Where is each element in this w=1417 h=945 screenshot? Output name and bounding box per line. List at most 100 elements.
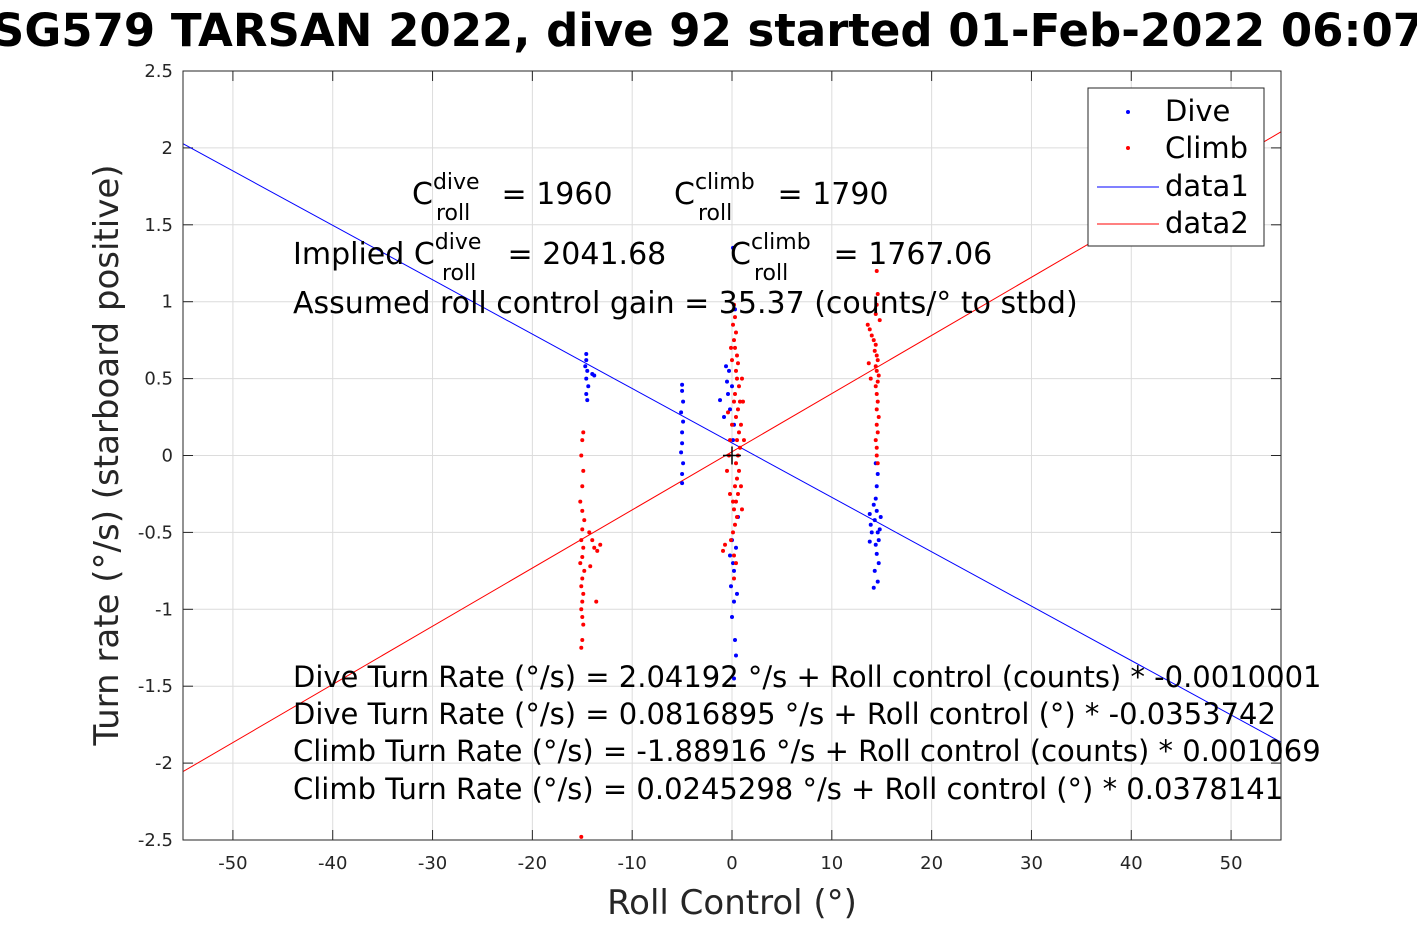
climb-point [581,545,586,550]
climb-point [741,438,746,443]
climb-point [579,834,584,839]
climb-point [731,399,736,404]
climb-point [735,491,740,496]
climb-point [729,345,734,350]
x-tick-label: 30 [1020,853,1043,874]
dive-point [732,638,737,643]
climb-point [582,518,587,523]
x-tick-label: 0 [726,853,737,874]
roll-gain-annotation: Assumed roll control gain = 35.37 (count… [293,286,1078,321]
climb-point [874,368,879,373]
x-axis-label: Roll Control (°) [607,883,857,923]
climb-point [731,338,736,343]
x-tick-label: 40 [1120,853,1143,874]
dive-point [729,584,734,589]
climb-point [873,312,878,317]
axes: -50 -40 -30 -20 -10 0 10 20 30 40 50 2.5 2 1.5 1 0.5 0 -0… [138,61,1281,874]
dive-point [679,410,684,415]
c-climb-annotation: Cclimb roll = 1790 [674,170,889,226]
climb-point [588,564,593,569]
dive-point [733,545,738,550]
implied-climb-annotation: Cclimb roll = 1767.06 [730,230,992,286]
legend-climb-label: Climb [1165,131,1248,165]
dive-point [726,391,731,396]
legend-data1-label: data1 [1165,169,1249,203]
dive-point [867,539,872,544]
climb-point [732,391,737,396]
climb-point [875,399,880,404]
y-tick-label: 0.5 [144,369,173,390]
climb-point [590,538,595,543]
climb-point [738,422,743,427]
climb-point [726,410,731,415]
climb-point [734,476,739,481]
legend-entry-data2: data2 [1097,206,1249,240]
dive-point [731,599,736,604]
climb-point [731,553,736,558]
climb-point [735,361,740,366]
climb-point [579,584,584,589]
data1-fit-line [183,143,1281,743]
dive-point [875,471,880,476]
climb-point [731,576,736,581]
dive-point [585,398,590,403]
dive-point [875,579,880,584]
climb-point [875,430,880,435]
climb-point [736,430,741,435]
legend-box [1087,87,1265,247]
climb-point [738,484,743,489]
climb-point [874,302,879,307]
c-dive-annotation: Cdive roll = 1960 [412,170,613,226]
climb-point [733,561,738,566]
dive-point [586,384,591,389]
x-tick-label: -50 [218,853,247,874]
x-tick-label: -40 [318,853,347,874]
dive-point [728,553,733,558]
climb-point [874,445,879,450]
dive-point [872,568,877,573]
dive-point [874,484,879,489]
dive-point [877,527,882,532]
climb-point [580,555,585,560]
climb-point [873,438,878,443]
dive-point [680,471,685,476]
climb-point [730,358,734,363]
y-tick-label: -1.5 [138,676,173,697]
climb-point [737,445,742,450]
climb-point [739,376,744,381]
climb-point [866,361,871,366]
climb-counts-equation: Climb Turn Rate (°/s) = -1.88916 °/s + R… [293,734,1321,768]
dive-point [679,450,684,455]
dive-point [725,379,730,384]
dive-point [681,399,686,404]
legend: Dive Climb data1 data2 [1087,87,1265,247]
climb-point [578,499,583,504]
climb-point [874,422,879,427]
coefficient-annotations: Cdive roll = 1960 Cclimb roll = 1790 Impli… [293,170,1078,321]
climb-point [581,430,586,435]
dive-point [680,388,685,393]
y-tick-label: -2.5 [138,830,173,851]
y-tick-label: 2 [162,138,173,159]
climb-point [736,384,741,389]
dive-point [733,653,738,658]
climb-point [874,391,879,396]
climb-point [594,599,599,604]
y-tick-label: 1.5 [144,215,173,236]
dive-point [734,591,739,596]
dive-point [718,398,723,403]
dive-point [872,518,877,523]
climb-point [723,542,728,547]
dive-point [730,384,734,389]
climb-point [733,415,738,420]
dive-point [681,461,686,466]
climb-point [579,645,584,650]
legend-entry-climb: Climb [1126,131,1248,165]
dive-point [583,364,588,369]
dive-point [680,481,685,486]
chart-title: SG579 TARSAN 2022, dive 92 started 01-Fe… [0,4,1417,57]
climb-point [871,338,876,343]
dive-point [584,351,589,356]
dive-point [730,614,734,619]
climb-point [876,415,881,420]
